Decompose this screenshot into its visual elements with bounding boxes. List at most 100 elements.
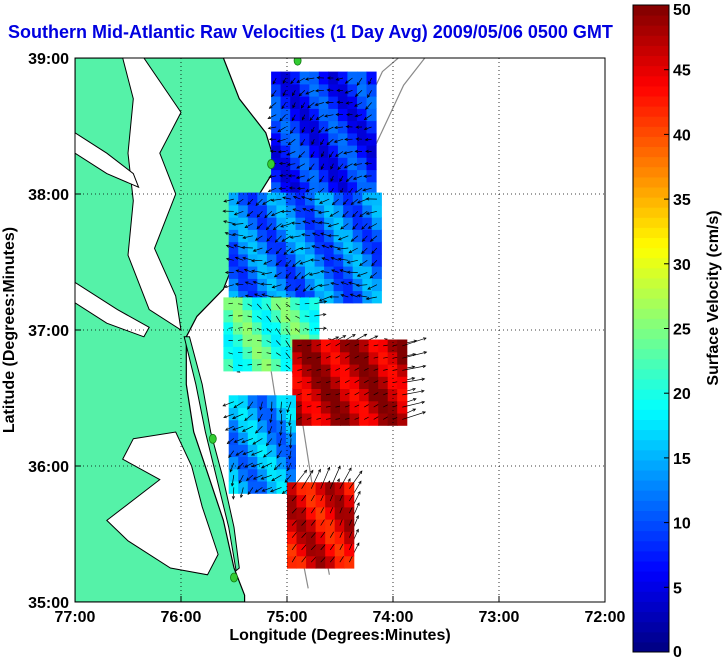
velocity-arrow [253, 281, 263, 286]
velocity-arrow [277, 126, 286, 132]
velocity-arrow [276, 247, 282, 254]
velocity-arrow [319, 284, 330, 287]
velocity-arrow [287, 462, 292, 471]
velocity-arrowhead [300, 275, 305, 279]
velocity-arrow [366, 210, 377, 215]
velocity-cell [290, 309, 301, 323]
velocity-arrowhead [290, 221, 295, 225]
velocity-arrowhead [301, 129, 305, 134]
velocity-arrow [293, 208, 301, 212]
velocity-cell [311, 376, 322, 389]
velocity-arrowhead [284, 286, 288, 290]
velocity-arrowhead [368, 81, 372, 86]
velocity-arrowhead [236, 200, 240, 205]
velocity-arrowhead [224, 427, 229, 431]
velocity-arrowhead [348, 250, 353, 254]
velocity-cell [252, 358, 263, 372]
colorbar-step [633, 25, 669, 36]
velocity-arrow [356, 284, 368, 286]
radar-station-2 [267, 159, 276, 169]
velocity-arrow [310, 151, 315, 158]
velocity-arrowhead [325, 100, 329, 105]
velocity-arrowhead [222, 209, 226, 213]
velocity-arrow [242, 257, 253, 261]
velocity-arrow [283, 247, 292, 255]
velocity-arrowhead [302, 220, 307, 224]
velocity-cell [276, 444, 287, 457]
velocity-arrow [288, 138, 296, 145]
velocity-arrowhead [301, 233, 305, 237]
velocity-arrowhead [223, 199, 228, 203]
velocity-arrowhead [294, 287, 299, 292]
velocity-arrowhead [244, 281, 249, 285]
velocity-arrowhead [367, 225, 372, 229]
velocity-arrowhead [279, 432, 283, 436]
velocity-arrow [262, 487, 273, 492]
colorbar-step [633, 65, 669, 77]
velocity-arrow [361, 247, 368, 254]
velocity-arrow [290, 438, 292, 449]
velocity-arrow [253, 474, 263, 480]
velocity-arrowhead [270, 213, 275, 217]
velocity-arrow [231, 475, 235, 486]
velocity-cell [368, 388, 379, 402]
velocity-arrowhead [311, 141, 315, 146]
velocity-arrow [338, 258, 349, 261]
colorbar-step [633, 530, 669, 542]
x-tick-label: 75:00 [267, 609, 308, 626]
velocity-arrowhead [348, 281, 352, 285]
velocity-cell [371, 253, 382, 267]
velocity-cell [301, 351, 312, 365]
velocity-arrowhead [256, 225, 261, 230]
x-tick-label: 76:00 [161, 609, 202, 626]
velocity-arrow [330, 175, 334, 182]
velocity-cell [314, 204, 325, 218]
velocity-arrow [319, 198, 330, 204]
velocity-arrow [314, 313, 326, 317]
velocity-cell [299, 297, 310, 311]
velocity-cell [232, 346, 243, 360]
velocity-arrowhead [251, 464, 256, 468]
velocity-arrowhead [354, 103, 358, 107]
velocity-cell [387, 400, 398, 414]
velocity-arrowhead [233, 244, 238, 248]
velocity-cell [309, 96, 320, 109]
velocity-arrow [226, 258, 234, 261]
velocity-cell [315, 543, 326, 557]
velocity-arrowhead [290, 250, 294, 254]
velocity-arrow [340, 294, 349, 298]
velocity-cell [314, 278, 325, 292]
velocity-arrow [331, 257, 339, 261]
velocity-cell [228, 444, 239, 457]
velocity-arrow [244, 462, 254, 468]
velocity-cell [266, 419, 277, 433]
velocity-arrowhead [323, 326, 328, 330]
velocity-arrowhead [289, 130, 294, 134]
velocity-arrowhead [279, 174, 283, 178]
velocity-cell [368, 413, 379, 426]
velocity-arrow [402, 378, 425, 384]
velocity-arrow [223, 220, 234, 224]
velocity-cell [357, 83, 368, 97]
velocity-arrow [278, 151, 286, 153]
colorbar-step [633, 631, 669, 643]
velocity-arrowhead [335, 77, 340, 81]
colorbar-step [633, 641, 669, 653]
velocity-arrow [287, 163, 296, 166]
velocity-arrowhead [299, 246, 304, 251]
velocity-arrow [228, 450, 235, 458]
velocity-arrowhead [223, 415, 227, 419]
colorbar-step [633, 368, 669, 380]
velocity-arrowhead [279, 410, 283, 414]
velocity-arrowhead [281, 490, 286, 494]
velocity-arrow [312, 232, 320, 237]
velocity-arrowhead [229, 468, 233, 473]
velocity-cell [301, 339, 312, 353]
colorbar-step [633, 237, 669, 249]
velocity-cell [334, 506, 345, 520]
velocity-arrowhead [322, 313, 327, 317]
velocity-arrowhead [287, 174, 292, 178]
velocity-arrowhead [292, 208, 297, 212]
velocity-arrowhead [365, 149, 369, 154]
velocity-arrowhead [261, 293, 266, 297]
